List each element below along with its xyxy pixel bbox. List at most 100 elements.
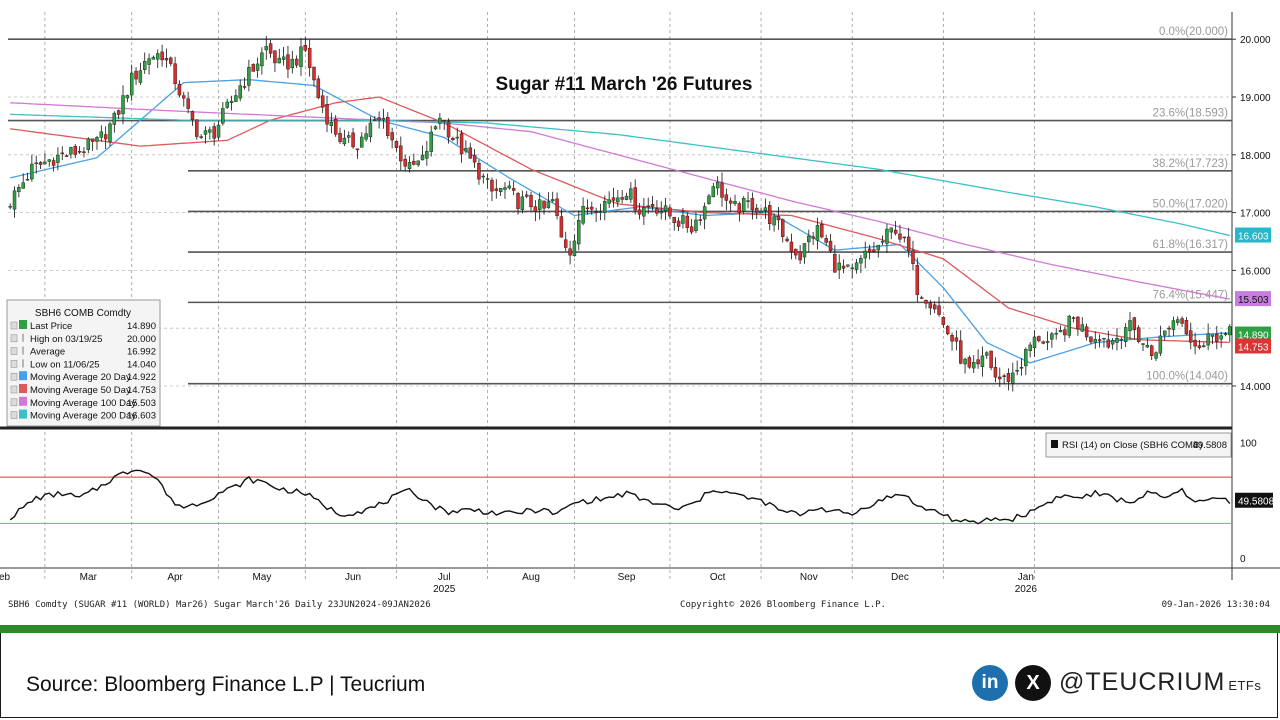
candle-down — [177, 83, 182, 96]
candle-down — [1041, 341, 1045, 344]
candle-down — [689, 226, 694, 233]
x-icon[interactable]: X — [1015, 665, 1051, 701]
legend-expander-icon — [10, 398, 18, 407]
candle-down — [316, 78, 321, 99]
candle-down — [976, 359, 980, 365]
candle-up — [837, 262, 841, 271]
candle-down — [268, 43, 273, 54]
candle-down — [333, 119, 338, 135]
candle-down — [403, 158, 407, 167]
candle-down — [212, 126, 216, 139]
candle-up — [859, 257, 863, 264]
x-tick-label: Apr — [167, 572, 183, 583]
candle-down — [38, 162, 43, 165]
candle-up — [112, 112, 117, 125]
price-tag-box — [1235, 326, 1271, 342]
candlesticks — [8, 35, 1232, 392]
source-caption: Source: Bloomberg Finance L.P | Teucrium — [26, 673, 426, 696]
candle-down — [637, 209, 642, 215]
candle-up — [663, 205, 668, 211]
price-tag-box — [1235, 227, 1271, 243]
candle-up — [850, 267, 854, 270]
candle-down — [294, 58, 299, 66]
candle-up — [342, 137, 347, 145]
price-tag: 14.890 — [1235, 326, 1271, 342]
candle-up — [624, 195, 629, 200]
candle-down — [915, 265, 920, 295]
linkedin-icon[interactable]: in — [972, 665, 1008, 701]
candle-down — [1084, 326, 1089, 338]
candle-up — [598, 211, 603, 213]
candle-up — [642, 207, 646, 217]
price-grid — [0, 12, 1280, 580]
candle-up — [1206, 333, 1210, 346]
candle-down — [173, 63, 177, 84]
candle-down — [273, 50, 277, 64]
price-tag: 15.503 — [1235, 291, 1271, 307]
candle-up — [34, 162, 38, 165]
candle-up — [381, 118, 386, 121]
candle-down — [768, 205, 772, 225]
candle-down — [325, 104, 329, 125]
candle-down — [490, 179, 494, 192]
candle-down — [932, 304, 937, 310]
candle-up — [56, 154, 60, 163]
candle-down — [893, 229, 898, 234]
candle-up — [1102, 337, 1106, 340]
candle-up — [885, 228, 889, 244]
candle-down — [728, 200, 733, 204]
candle-up — [1228, 326, 1232, 336]
candle-up — [741, 198, 746, 212]
candle-up — [551, 199, 555, 202]
candle-down — [373, 119, 377, 121]
candle-down — [242, 86, 247, 88]
candle-up — [1163, 330, 1167, 336]
x-tick-label: Oct — [710, 572, 726, 583]
candle-up — [299, 46, 303, 67]
x-tick-label: Feb — [0, 572, 11, 583]
rsi-legend-box — [1045, 432, 1232, 458]
candle-up — [854, 262, 859, 270]
rsi-panel: 100500RSI (14) on Close (SBH6 COMB)49.58… — [0, 432, 1275, 565]
teucrium-handle[interactable]: @TEUCRIUM ETFs — [1059, 668, 1261, 697]
candle-up — [455, 136, 459, 139]
bloomberg-chart: 0.0%(20.000) 23.6%(18.593) 38.2%(17.723) 50… — [0, 12, 1280, 610]
candle-up — [694, 219, 698, 232]
price-y-axis: 20.000 19.000 18.000 17.000 16.000 14.000 — [1232, 35, 1271, 393]
moving-average-line — [10, 102, 1230, 300]
price-tick-label: 19.000 — [1240, 93, 1271, 104]
candle-up — [364, 133, 368, 140]
candle-down — [785, 238, 789, 242]
candle-down — [902, 236, 907, 239]
candle-down — [390, 132, 394, 141]
candle-down — [1006, 373, 1011, 382]
candle-up — [963, 358, 967, 365]
candle-down — [685, 215, 689, 228]
candle-down — [789, 241, 794, 252]
candle-up — [607, 199, 611, 204]
candle-up — [69, 147, 73, 155]
legend-item-value: 14.753 — [127, 385, 156, 396]
x-tick-label: Jul — [438, 572, 451, 583]
candle-down — [1184, 320, 1189, 335]
price-tick-label: 16.000 — [1240, 266, 1271, 277]
candle-down — [351, 132, 355, 148]
info-left: SBH6 Comdty (SUGAR #11 (WORLD) Mar26) Su… — [8, 600, 431, 610]
candle-up — [255, 63, 260, 71]
price-tag: 14.753 — [1235, 338, 1271, 354]
candle-down — [750, 198, 755, 211]
candle-down — [134, 70, 138, 80]
x-tick-label: Sep — [618, 572, 636, 583]
candle-up — [876, 244, 880, 251]
candle-down — [776, 215, 781, 221]
candle-up — [485, 178, 490, 180]
rsi-tick-label: 0 — [1240, 554, 1246, 565]
legend-item-label: High on 03/19/25 — [30, 334, 102, 345]
candle-down — [872, 249, 876, 253]
candle-up — [12, 190, 17, 210]
candle-down — [1076, 316, 1080, 330]
candle-up — [1024, 348, 1028, 367]
candle-down — [286, 54, 290, 70]
x-tick-label: Nov — [800, 572, 818, 583]
candle-up — [47, 159, 51, 162]
